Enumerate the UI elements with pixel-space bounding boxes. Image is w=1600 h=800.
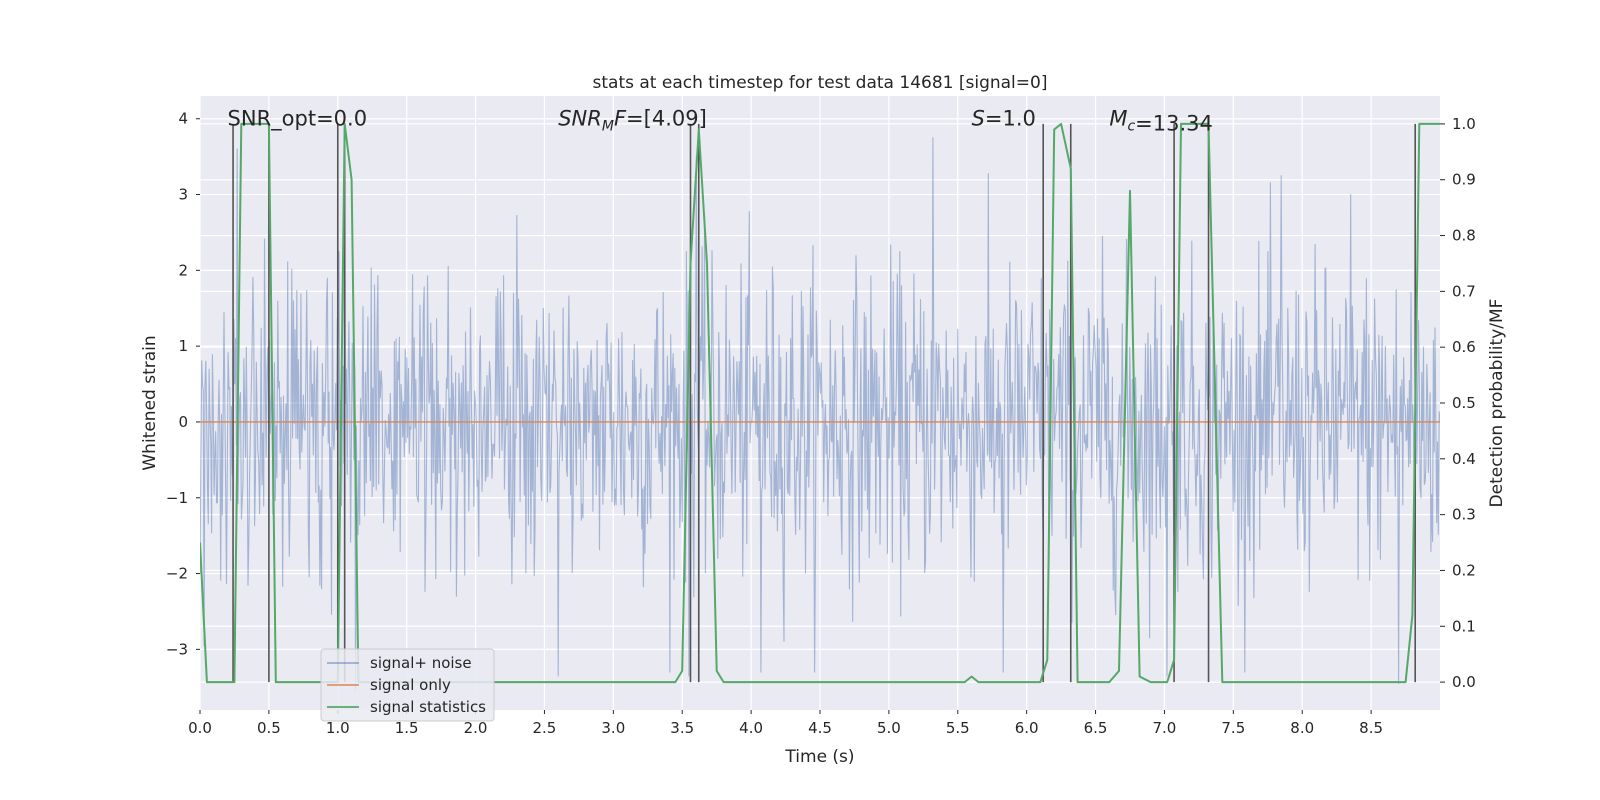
x-tick-label: 2.5 [533, 719, 557, 737]
x-tick-label: 5.0 [877, 719, 901, 737]
x-tick-label: 0.0 [188, 719, 212, 737]
series-signal-plus-noise [200, 137, 1440, 692]
x-tick-label: 5.5 [946, 719, 970, 737]
data-layer [200, 122, 1440, 692]
x-tick-label: 7.0 [1153, 719, 1177, 737]
y2-tick-label: 0.4 [1452, 450, 1476, 468]
annotations: SNR_opt=0.0 SNRMF=[4.09] S=1.0 Mc=13.34 [228, 107, 1213, 136]
y-tick-label: 0 [178, 413, 188, 431]
x-tick-label: 8.0 [1290, 719, 1314, 737]
legend-label-signal-plus-noise: signal+ noise [370, 654, 472, 672]
x-tick-label: 1.5 [395, 719, 419, 737]
y-axis-ticks: −3 −2 −1 0 1 2 3 4 [166, 110, 200, 658]
legend-label-signal-statistics: signal statistics [370, 698, 486, 716]
x-tick-label: 3.0 [601, 719, 625, 737]
y2-tick-label: 0.7 [1452, 282, 1476, 300]
annotation-snr-opt: SNR_opt=0.0 [228, 107, 368, 132]
y2-tick-label: 1.0 [1452, 115, 1476, 133]
y2-axis-ticks: 0.0 0.1 0.2 0.3 0.4 0.5 0.6 0.7 0.8 0.9 1.0 [1440, 115, 1476, 691]
y-tick-label: 1 [178, 337, 188, 355]
annotation-chirp-mass: Mc=13.34 [1109, 107, 1213, 136]
y2-tick-label: 0.5 [1452, 394, 1476, 412]
x-tick-label: 8.5 [1359, 719, 1383, 737]
x-tick-label: 2.0 [464, 719, 488, 737]
x-tick-label: 3.5 [670, 719, 694, 737]
y2-tick-label: 0.8 [1452, 227, 1476, 245]
y-tick-label: 2 [178, 261, 188, 279]
x-tick-label: 4.5 [808, 719, 832, 737]
series-signal-statistics [200, 122, 1440, 684]
y2-tick-label: 0.1 [1452, 617, 1476, 635]
legend: signal+ noise signal only signal statist… [320, 648, 495, 722]
y2-axis-label: Detection probability/MF [1487, 299, 1507, 508]
x-axis-label: Time (s) [784, 747, 854, 767]
y2-tick-label: 0.2 [1452, 561, 1476, 579]
x-tick-label: 7.5 [1221, 719, 1245, 737]
annotation-stat-s: S=1.0 [972, 107, 1036, 131]
y2-tick-label: 0.3 [1452, 506, 1476, 524]
y2-tick-label: 0.6 [1452, 338, 1476, 356]
y2-tick-label: 0.9 [1452, 171, 1476, 189]
y-tick-label: −2 [166, 565, 188, 583]
grid [199, 96, 1440, 710]
y-tick-label: 3 [178, 186, 188, 204]
y-axis-label: Whitened strain [140, 335, 160, 470]
series-line-signal-statistics [200, 122, 1440, 684]
x-tick-label: 6.0 [1015, 719, 1039, 737]
y-tick-label: −1 [166, 489, 188, 507]
x-tick-label: 4.0 [739, 719, 763, 737]
x-tick-label: 1.0 [326, 719, 350, 737]
x-tick-label: 0.5 [257, 719, 281, 737]
series-line-signal-plus-noise [200, 137, 1440, 692]
legend-label-signal-only: signal only [370, 676, 451, 694]
x-axis-ticks: 0.0 0.5 1.0 1.5 2.0 2.5 3.0 3.5 4.0 4.5 5.0 5.5 6.0 6… [188, 710, 1383, 737]
x-tick-label: 6.5 [1084, 719, 1108, 737]
chart-title: stats at each timestep for test data 146… [593, 73, 1048, 93]
y-tick-label: −3 [166, 640, 188, 658]
annotation-snr-mf: SNRMF=[4.09] [558, 107, 707, 135]
y2-tick-label: 0.0 [1452, 673, 1476, 691]
legend-box [320, 648, 495, 722]
y-tick-label: 4 [178, 110, 188, 128]
